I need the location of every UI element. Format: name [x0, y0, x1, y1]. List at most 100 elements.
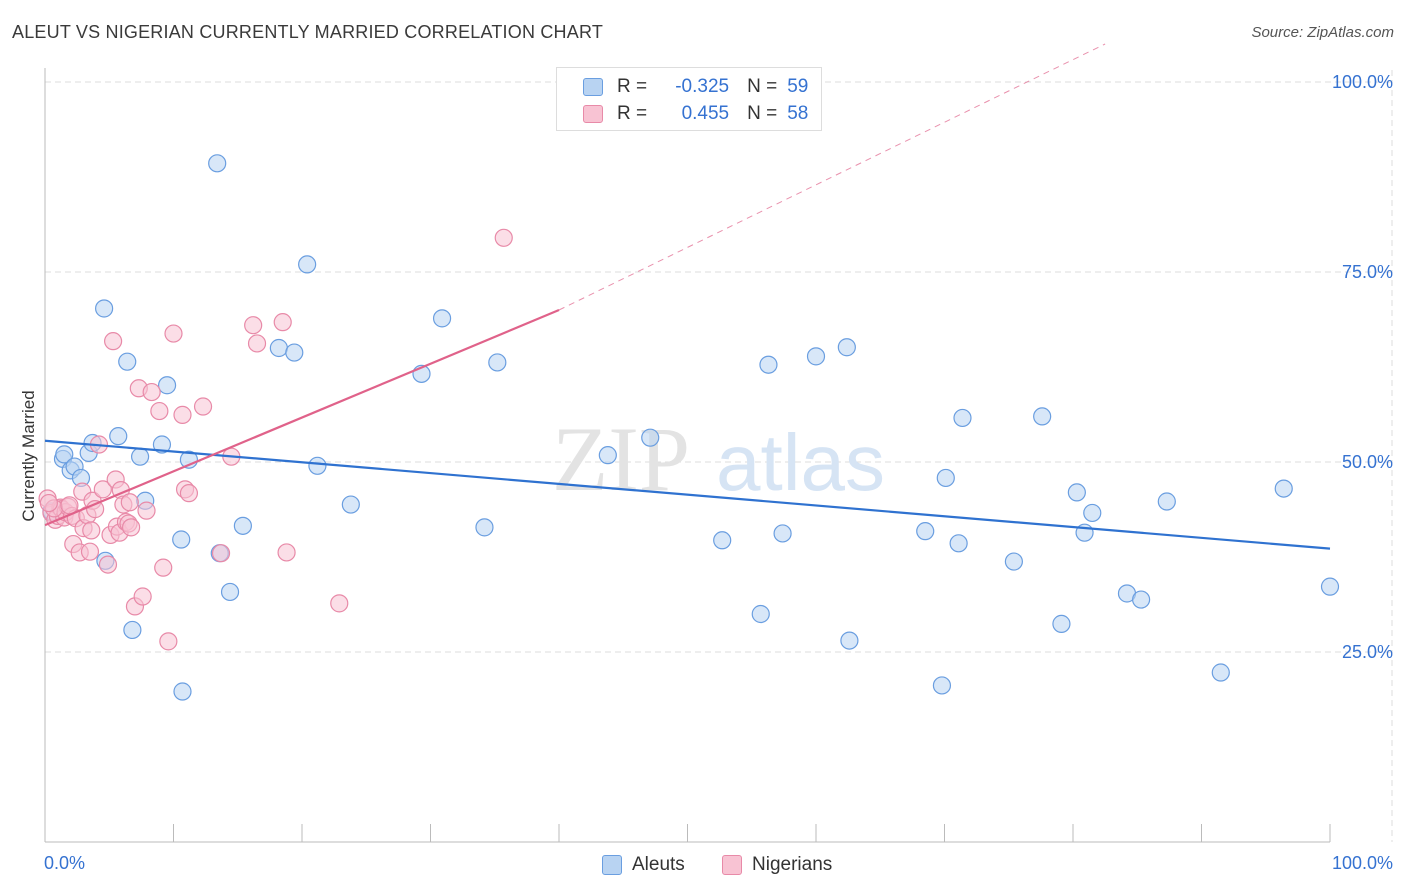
aleut-point — [1067, 483, 1086, 502]
nigerian-point — [121, 518, 141, 537]
aleut-point — [308, 456, 327, 475]
aleut-point — [936, 468, 955, 488]
aleuts-trend-line — [44, 439, 1331, 550]
aleut-point — [1052, 614, 1071, 633]
aleut-point — [751, 604, 770, 624]
nigerians-n-label: N = — [747, 103, 778, 124]
aleut-point — [109, 427, 128, 446]
aleut-point — [1211, 663, 1230, 682]
nigerian-point — [104, 332, 123, 351]
nigerian-point — [137, 501, 156, 520]
aleut-point — [233, 516, 252, 535]
nigerian-point — [120, 493, 139, 512]
x-tick-label-max: 100.0% — [1332, 853, 1393, 873]
bottom-legend-aleuts[interactable]: Aleuts — [602, 852, 685, 878]
chart-title: ALEUT VS NIGERIAN CURRENTLY MARRIED CORR… — [12, 22, 604, 42]
aleut-point — [806, 347, 826, 366]
nigerian-point — [173, 405, 192, 424]
nigerians-n-value: 58 — [787, 103, 809, 124]
aleuts-n-label: N = — [747, 76, 778, 97]
nigerians-r-label: R = — [617, 103, 648, 124]
nigerian-point — [179, 484, 199, 503]
aleut-point — [130, 447, 150, 466]
aleut-point — [208, 154, 227, 173]
nigerian-point — [93, 480, 112, 499]
nigerians-trend-line — [44, 308, 560, 527]
aleuts-points — [42, 154, 1340, 701]
aleut-point — [1157, 492, 1176, 511]
aleut-point — [1083, 503, 1102, 523]
y-axis-label: Currently Married — [19, 390, 38, 521]
nigerian-point — [330, 594, 349, 613]
aleuts-legend-swatch — [602, 855, 622, 875]
aleuts-legend-label: Aleuts — [632, 854, 685, 875]
bottom-legend-nigerians[interactable]: Nigerians — [722, 852, 832, 878]
aleut-point — [1132, 590, 1151, 609]
nigerians-legend-label: Nigerians — [752, 854, 833, 875]
aleut-point — [285, 343, 304, 362]
nigerian-point — [39, 493, 58, 513]
aleut-point — [172, 530, 191, 549]
aleut-point — [475, 518, 494, 537]
nigerian-point — [154, 558, 173, 577]
aleut-point — [341, 495, 360, 514]
aleut-point — [598, 446, 617, 465]
aleut-point — [837, 338, 856, 357]
nigerian-point — [133, 587, 152, 606]
nigerians-r-value: 0.455 — [681, 103, 730, 124]
aleuts-n-value: 59 — [787, 76, 809, 97]
nigerian-point — [150, 401, 169, 421]
nigerian-point — [164, 324, 183, 343]
nigerian-point — [82, 521, 101, 540]
aleuts-r-label: R = — [617, 76, 648, 97]
aleut-point — [298, 255, 317, 274]
nigerian-point — [193, 397, 213, 416]
nigerians-legend-swatch — [722, 855, 742, 875]
aleut-point — [916, 522, 935, 541]
y-tick-label: 100.0% — [1332, 72, 1393, 92]
trend-lines — [44, 43, 1331, 550]
aleut-point — [949, 534, 968, 553]
aleut-point — [220, 582, 240, 602]
aleuts-r-value: -0.325 — [675, 76, 730, 97]
nigerian-point — [277, 543, 296, 562]
grid-lines — [45, 70, 1393, 842]
watermark-zip: ZIP — [552, 408, 690, 510]
y-tick-label: 75.0% — [1342, 262, 1393, 282]
aleut-point — [641, 428, 660, 447]
aleut-point — [157, 376, 177, 395]
legend-row-nigerians: R = 0.455 N = 58 — [583, 101, 808, 127]
aleut-point — [1320, 577, 1340, 596]
aleut-point — [432, 309, 452, 328]
source-label: Source: ZipAtlas.com — [1251, 24, 1394, 41]
aleut-point — [152, 435, 172, 454]
aleut-point — [95, 299, 114, 318]
aleut-point — [488, 353, 507, 372]
aleut-point — [953, 408, 972, 428]
aleut-point — [269, 338, 288, 358]
nigerians-points — [38, 228, 513, 651]
watermark-atlas: atlas — [716, 418, 885, 507]
y-tick-label: 25.0% — [1342, 642, 1393, 662]
nigerian-point — [247, 334, 267, 353]
aleut-point — [759, 355, 778, 374]
nigerians-trend-extension — [558, 43, 1106, 311]
nigerian-point — [494, 228, 513, 247]
aleut-point — [1033, 407, 1052, 426]
aleut-point — [1004, 552, 1023, 571]
aleut-point — [1274, 479, 1293, 498]
nigerian-point — [80, 542, 100, 561]
y-tick-label: 50.0% — [1342, 452, 1393, 472]
tick-labels: 25.0% 50.0% 75.0% 100.0% 0.0% 100.0% — [44, 72, 1393, 873]
aleut-point — [55, 445, 74, 464]
aleut-point — [840, 631, 859, 650]
aleut-point — [123, 620, 142, 640]
nigerians-swatch — [583, 105, 603, 123]
aleuts-swatch — [583, 78, 603, 96]
nigerian-point — [159, 632, 178, 651]
nigerian-point — [142, 382, 161, 402]
aleut-point — [173, 682, 192, 701]
nigerian-point — [244, 316, 263, 335]
aleut-point — [713, 531, 732, 550]
